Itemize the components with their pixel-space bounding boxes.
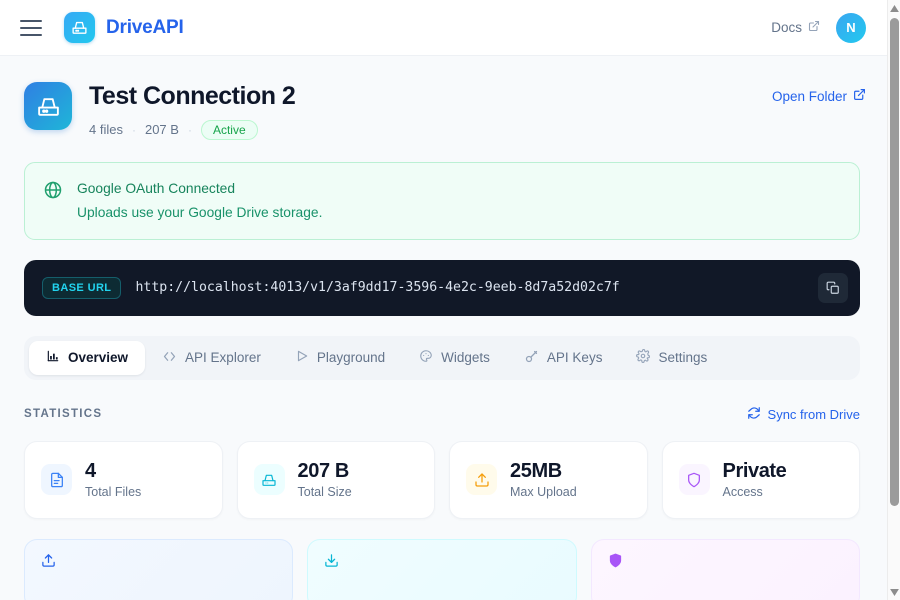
- tab-settings[interactable]: Settings: [619, 341, 724, 375]
- stat-card-max-upload: 25MB Max Upload: [449, 440, 648, 519]
- stat-value: 25MB: [510, 460, 562, 483]
- avatar[interactable]: N: [836, 12, 866, 43]
- external-link-icon: [853, 88, 866, 104]
- vertical-scrollbar[interactable]: [887, 0, 900, 600]
- page-title: Test Connection 2: [89, 82, 296, 110]
- action-card-access[interactable]: [590, 538, 860, 600]
- scrollbar-thumb[interactable]: [890, 18, 899, 506]
- stat-label: Access: [722, 485, 763, 500]
- base-url-badge: BASE URL: [42, 276, 122, 299]
- oauth-banner: Google OAuth Connected Uploads use your …: [24, 161, 860, 240]
- top-bar: DriveAPI Docs N: [0, 0, 888, 56]
- key-icon: [524, 349, 539, 367]
- tab-label: Widgets: [441, 350, 490, 366]
- hamburger-menu-icon[interactable]: [20, 15, 46, 41]
- statistics-header: STATISTICS Sync from Drive: [24, 406, 860, 423]
- files-count: 4 files: [89, 122, 123, 138]
- tab-label: API Explorer: [185, 350, 261, 366]
- palette-icon: [419, 349, 433, 366]
- stat-card-total-size: 207 B Total Size: [236, 440, 435, 519]
- tab-bar: Overview API Explorer Playground: [24, 335, 860, 380]
- globe-icon: [43, 180, 63, 223]
- download-icon: [324, 554, 339, 572]
- stat-value: 4: [85, 460, 96, 483]
- connection-title-block: Test Connection 2 4 files · 207 B · Acti…: [89, 82, 296, 140]
- tab-label: Overview: [68, 350, 129, 366]
- connection-meta: 4 files · 207 B · Active: [89, 119, 295, 140]
- stat-label: Max Upload: [510, 485, 577, 500]
- stat-text-block: 207 B Total Size: [298, 460, 352, 499]
- statistics-section-label: STATISTICS: [24, 408, 103, 421]
- shield-icon: [678, 464, 710, 496]
- stat-card-total-files: 4 Total Files: [24, 440, 223, 519]
- scroll-down-arrow-icon[interactable]: [888, 585, 900, 599]
- tab-playground[interactable]: Playground: [278, 341, 402, 375]
- hard-drive-icon: [253, 464, 285, 496]
- external-link-icon: [808, 20, 820, 35]
- stat-text-block: 4 Total Files: [85, 460, 141, 499]
- connection-header: Test Connection 2 4 files · 207 B · Acti…: [24, 56, 866, 140]
- bar-chart-icon: [46, 349, 60, 366]
- open-folder-link[interactable]: Open Folder: [772, 88, 866, 104]
- base-url-text[interactable]: http://localhost:4013/v1/3af9dd17-3596-4…: [135, 280, 620, 296]
- tab-overview[interactable]: Overview: [29, 340, 146, 375]
- meta-separator: ·: [187, 122, 192, 137]
- brand-name: DriveAPI: [106, 16, 184, 38]
- stat-card-access: Private Access: [661, 440, 860, 519]
- code-icon: [162, 349, 177, 367]
- stat-text-block: 25MB Max Upload: [510, 460, 577, 499]
- docs-label: Docs: [771, 20, 802, 35]
- status-badge: Active: [200, 119, 258, 140]
- upload-icon: [41, 554, 56, 572]
- statistics-grid: 4 Total Files 207 B Total Size: [24, 440, 860, 519]
- tab-api-keys[interactable]: API Keys: [507, 341, 620, 375]
- base-url-bar: BASE URL http://localhost:4013/v1/3af9dd…: [24, 259, 860, 316]
- docs-link[interactable]: Docs: [771, 20, 820, 35]
- tab-label: Settings: [658, 350, 708, 366]
- top-bar-actions: Docs N: [771, 12, 866, 43]
- oauth-subtitle: Uploads use your Google Drive storage.: [77, 204, 323, 220]
- stat-value: Private: [722, 460, 787, 483]
- document-icon: [41, 464, 72, 496]
- sync-from-drive-button[interactable]: Sync from Drive: [747, 406, 860, 423]
- open-folder-label: Open Folder: [771, 88, 847, 104]
- stat-label: Total Files: [85, 485, 142, 500]
- stat-label: Total Size: [297, 485, 352, 500]
- play-icon: [295, 349, 309, 366]
- scroll-up-arrow-icon[interactable]: [888, 1, 900, 15]
- tab-api-explorer[interactable]: API Explorer: [145, 341, 278, 375]
- stat-text-block: Private Access: [723, 460, 787, 499]
- gear-icon: [636, 349, 651, 366]
- oauth-title: Google OAuth Connected: [77, 180, 236, 196]
- brand-logo-link[interactable]: DriveAPI: [64, 12, 184, 43]
- tab-label: Playground: [316, 350, 386, 366]
- copy-icon[interactable]: [818, 272, 848, 303]
- shield-icon: [608, 553, 623, 572]
- meta-separator: ·: [131, 122, 136, 137]
- action-card-download[interactable]: [307, 538, 577, 600]
- tab-widgets[interactable]: Widgets: [402, 341, 507, 375]
- tab-label: API Keys: [546, 350, 603, 366]
- page-content: Test Connection 2 4 files · 207 B · Acti…: [0, 56, 888, 600]
- upload-icon: [466, 464, 497, 496]
- refresh-icon: [747, 406, 761, 423]
- hard-drive-icon: [64, 12, 95, 43]
- total-size: 207 B: [144, 122, 179, 138]
- stat-value: 207 B: [297, 460, 350, 483]
- action-cards-grid: [24, 538, 860, 600]
- hard-drive-icon: [24, 82, 72, 130]
- sync-label: Sync from Drive: [767, 406, 860, 422]
- oauth-text-block: Google OAuth Connected Uploads use your …: [77, 179, 322, 223]
- action-card-upload[interactable]: [24, 538, 294, 600]
